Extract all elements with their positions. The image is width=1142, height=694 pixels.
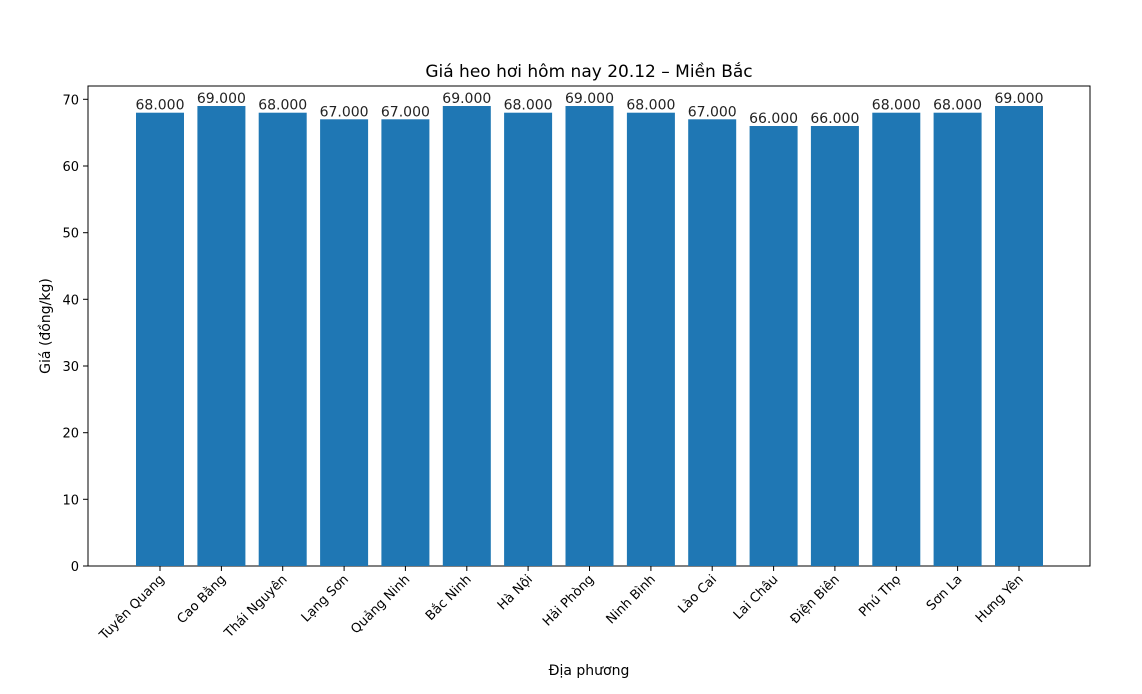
x-tick-label: Lạng Sơn bbox=[299, 572, 352, 625]
x-tick-label: Phú Thọ bbox=[856, 572, 904, 620]
bars-group bbox=[136, 106, 1043, 567]
x-tick-label: Thái Nguyên bbox=[221, 572, 290, 641]
x-tick-label: Bắc Ninh bbox=[423, 572, 475, 624]
bar bbox=[688, 119, 737, 567]
x-tick-label: Ninh Bình bbox=[604, 572, 659, 627]
x-tick-label: Hà Nội bbox=[495, 572, 536, 613]
x-tick-label: Lai Châu bbox=[731, 572, 782, 623]
x-tick-label: Tuyên Quang bbox=[96, 572, 168, 644]
bar bbox=[136, 112, 184, 566]
x-axis-label: Địa phương bbox=[549, 663, 630, 679]
bar-value-label: 69.000 bbox=[995, 91, 1044, 107]
bar-value-label: 67.000 bbox=[320, 104, 369, 120]
x-tick-label: Hải Phòng bbox=[540, 572, 597, 629]
bar bbox=[810, 126, 859, 566]
x-tick-label: Sơn La bbox=[924, 572, 966, 614]
y-tick-label: 10 bbox=[62, 493, 79, 508]
y-tick-label: 0 bbox=[71, 560, 79, 575]
bar bbox=[565, 106, 614, 566]
bar-value-label: 68.000 bbox=[504, 98, 553, 114]
data-labels-group: 68.000 69.000 68.000 67.000 67.000 69.000 68.0… bbox=[136, 91, 1044, 127]
x-tick-label: Hưng Yên bbox=[973, 572, 1027, 626]
x-tick-label: Cao Bằng bbox=[174, 572, 229, 627]
y-tick-label: 20 bbox=[62, 427, 79, 442]
bar-value-label: 68.000 bbox=[136, 98, 185, 114]
x-tick-label: Quảng Ninh bbox=[348, 572, 413, 637]
bar-value-label: 68.000 bbox=[933, 98, 982, 114]
y-axis: 0 10 20 30 40 50 60 70 bbox=[62, 93, 88, 575]
bar bbox=[872, 112, 921, 566]
bar bbox=[749, 126, 798, 566]
bar-value-label: 66.000 bbox=[749, 111, 798, 127]
bar bbox=[995, 106, 1043, 566]
bar-value-label: 69.000 bbox=[565, 91, 614, 107]
chart-title: Giá heo hơi hôm nay 20.12 – Miền Bắc bbox=[425, 61, 752, 82]
y-axis-label: Giá (đồng/kg) bbox=[37, 278, 54, 374]
bar-value-label: 69.000 bbox=[442, 91, 491, 107]
bar-value-label: 67.000 bbox=[381, 104, 430, 120]
bar-value-label: 68.000 bbox=[626, 98, 675, 114]
y-tick-label: 70 bbox=[62, 93, 79, 108]
bar bbox=[197, 106, 246, 566]
bar bbox=[933, 112, 982, 566]
y-tick-label: 30 bbox=[62, 360, 79, 375]
bar-value-label: 67.000 bbox=[688, 104, 737, 120]
y-tick-label: 50 bbox=[62, 227, 79, 242]
bar-value-label: 66.000 bbox=[810, 111, 859, 127]
bar bbox=[258, 112, 307, 566]
bar bbox=[381, 119, 430, 567]
y-tick-label: 60 bbox=[62, 160, 79, 175]
bar-value-label: 69.000 bbox=[197, 91, 246, 107]
bar bbox=[504, 112, 553, 566]
bar-value-label: 68.000 bbox=[258, 98, 307, 114]
bar bbox=[320, 119, 369, 567]
bar-value-label: 68.000 bbox=[872, 98, 921, 114]
bar bbox=[442, 106, 491, 566]
x-tick-label: Điện Biên bbox=[788, 572, 843, 627]
bar bbox=[626, 112, 675, 566]
y-tick-label: 40 bbox=[62, 293, 79, 308]
x-tick-label: Lào Cai bbox=[676, 572, 721, 617]
